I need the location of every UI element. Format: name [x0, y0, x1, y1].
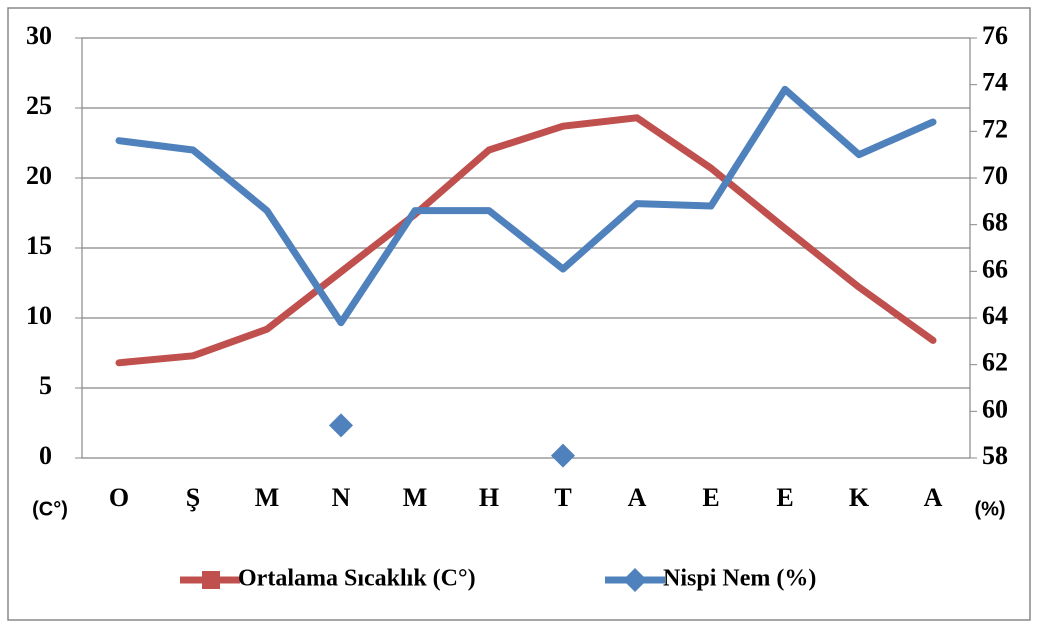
y-tick-label: 25 — [26, 91, 52, 120]
y2-tick-label: 62 — [982, 348, 1008, 377]
chart-frame — [7, 7, 1031, 621]
series-line — [115, 114, 937, 367]
y-tick-label: 15 — [26, 231, 52, 260]
x-tick-label: M — [403, 483, 428, 512]
series-line — [115, 85, 937, 327]
y2-tick-label: 58 — [982, 441, 1008, 470]
x-tick-label: A — [628, 483, 647, 512]
y2-tick-label: 74 — [982, 68, 1008, 97]
extra-point — [329, 413, 353, 438]
x-tick-label: N — [332, 483, 351, 512]
y-tick-label: 0 — [39, 441, 52, 470]
y2-tick-label: 68 — [982, 208, 1008, 237]
x-tick-label: Ş — [186, 483, 200, 512]
y2-axis-label: (%) — [974, 498, 1005, 520]
x-tick-label: O — [109, 483, 129, 512]
y-axis-label: (C°) — [32, 498, 68, 520]
legend-label: Ortalama Sıcaklık (C°) — [238, 566, 476, 592]
y2-tick-label: 72 — [982, 114, 1008, 143]
y-tick-label: 20 — [26, 161, 52, 190]
x-tick-label: E — [702, 483, 719, 512]
x-tick-label: K — [849, 483, 870, 512]
y-tick-label: 5 — [39, 371, 52, 400]
y2-tick-label: 70 — [982, 161, 1008, 190]
x-tick-label: A — [924, 483, 943, 512]
extra-point — [551, 443, 575, 468]
y-tick-label: 30 — [26, 21, 52, 50]
x-tick-label: T — [554, 483, 571, 512]
x-tick-label: E — [776, 483, 793, 512]
y2-tick-label: 66 — [982, 254, 1008, 283]
x-tick-label: H — [479, 483, 499, 512]
legend-label: Nispi Nem (%) — [663, 566, 816, 592]
y2-tick-label: 64 — [982, 301, 1008, 330]
legend-marker — [202, 571, 220, 589]
y-tick-label: 10 — [26, 301, 52, 330]
legend-marker — [623, 568, 647, 592]
y2-tick-label: 76 — [982, 21, 1008, 50]
x-tick-label: M — [255, 483, 280, 512]
y2-tick-label: 60 — [982, 394, 1008, 423]
